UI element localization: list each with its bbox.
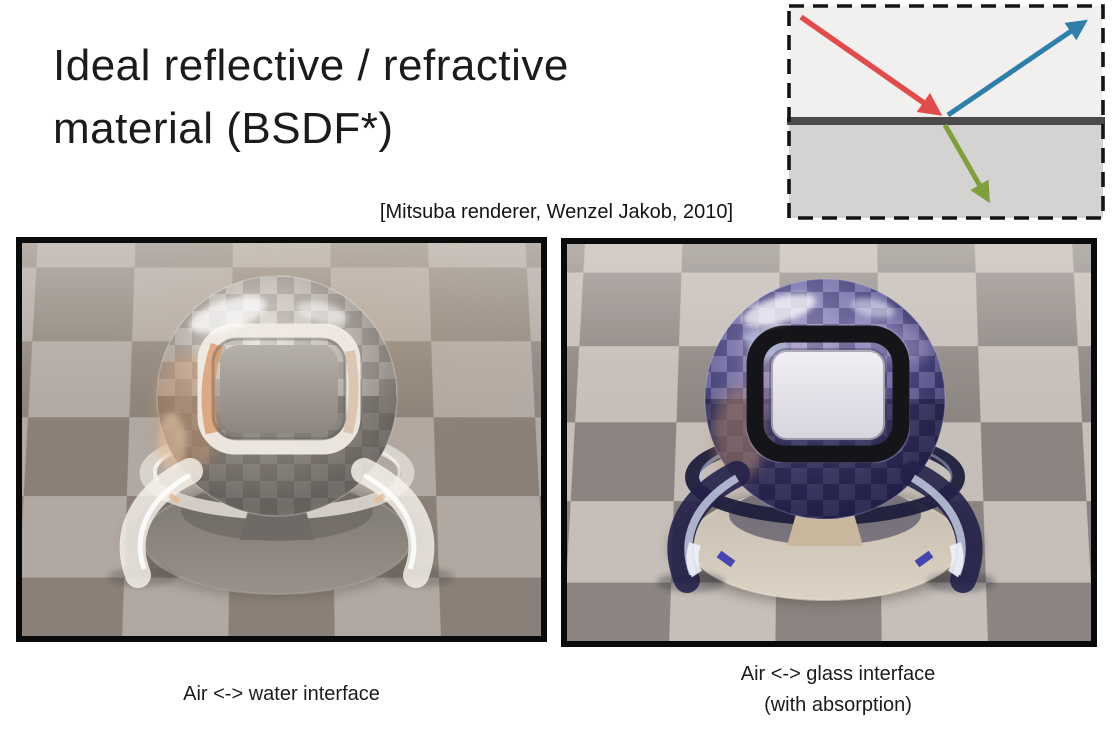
diagram-dashed-border — [787, 4, 1105, 220]
material-test-ball-water — [108, 275, 454, 596]
refracted-ray — [942, 123, 990, 204]
citation: [Mitsuba renderer, Wenzel Jakob, 2010] — [379, 201, 734, 223]
sphere-window — [197, 323, 361, 455]
material-test-ball-glass — [657, 278, 995, 603]
upper-medium — [789, 6, 1103, 122]
sphere-window — [746, 325, 910, 463]
render-image-glass — [561, 238, 1097, 647]
shell-wings — [108, 458, 454, 588]
reflection-refraction-svg — [787, 4, 1105, 220]
caption-water-interface: Air <-> water interface — [183, 683, 380, 705]
lower-medium — [789, 122, 1103, 218]
interface-line — [787, 117, 1105, 125]
specular-highlights — [189, 296, 348, 334]
caption-glass-interface: Air <-> glass interface (with absorption… — [740, 663, 936, 716]
reflected-ray — [946, 19, 1088, 118]
reflection-refraction-diagram — [787, 4, 1105, 220]
render-image-water — [16, 237, 547, 642]
incident-ray — [799, 14, 943, 116]
specular-highlights — [742, 293, 895, 327]
page-title: Ideal reflective / refractive material (… — [53, 41, 569, 153]
shell-wings — [657, 461, 995, 593]
